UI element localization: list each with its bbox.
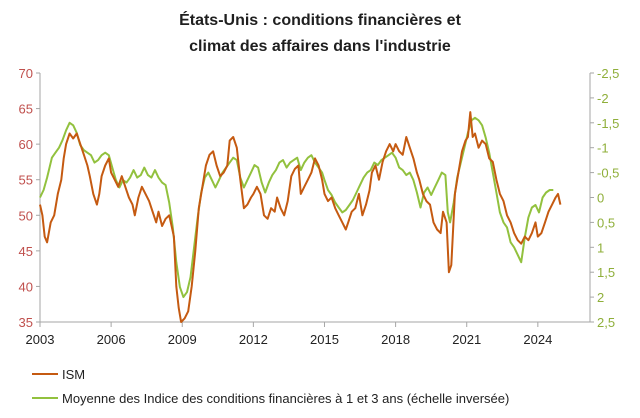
left-tick-label: 65 — [19, 102, 33, 117]
left-axis-ticks: 35 40 45 50 55 60 65 70 — [19, 66, 40, 330]
x-tick-label: 2024 — [523, 332, 552, 347]
right-tick-label: 0 — [597, 191, 604, 206]
x-axis-ticks: 2003 2006 2009 2012 2015 2018 2021 2024 — [26, 322, 552, 347]
legend-label-fci: Moyenne des Indice des conditions financ… — [62, 391, 509, 406]
series-layer — [39, 111, 562, 323]
x-tick-label: 2021 — [452, 332, 481, 347]
right-tick-label: -2,5 — [597, 66, 619, 81]
series-line-fci — [39, 116, 554, 299]
right-tick-label: 2 — [597, 290, 604, 305]
x-tick-label: 2009 — [168, 332, 197, 347]
left-tick-label: 50 — [19, 208, 33, 223]
right-tick-label: -1,5 — [597, 116, 619, 131]
axes — [39, 73, 591, 323]
right-tick-label: 1 — [597, 240, 604, 255]
x-tick-label: 2018 — [381, 332, 410, 347]
left-tick-label: 70 — [19, 66, 33, 81]
left-tick-label: 55 — [19, 173, 33, 188]
left-tick-label: 40 — [19, 279, 33, 294]
x-tick-label: 2003 — [26, 332, 55, 347]
right-tick-label: -2 — [597, 91, 609, 106]
legend-label-ism: ISM — [62, 367, 85, 382]
x-tick-label: 2006 — [97, 332, 126, 347]
right-axis-ticks: -2,5 -2 -1,5 -1 -0,5 0 0,5 1 1,5 2 2,5 — [590, 66, 619, 330]
right-tick-label: 2,5 — [597, 315, 615, 330]
left-tick-label: 60 — [19, 137, 33, 152]
right-tick-label: -0,5 — [597, 166, 619, 181]
left-tick-label: 45 — [19, 244, 33, 259]
x-tick-label: 2012 — [239, 332, 268, 347]
right-tick-label: 0,5 — [597, 215, 615, 230]
chart-title-line-2: climat des affaires dans l'industrie — [189, 38, 451, 55]
series-line-ism — [39, 111, 562, 323]
x-tick-label: 2015 — [310, 332, 339, 347]
right-tick-label: -1 — [597, 141, 609, 156]
legend: ISM Moyenne des Indice des conditions fi… — [32, 367, 509, 406]
chart-title-line-1: États-Unis : conditions financières et — [179, 10, 462, 29]
left-tick-label: 35 — [19, 315, 33, 330]
right-tick-label: 1,5 — [597, 265, 615, 280]
